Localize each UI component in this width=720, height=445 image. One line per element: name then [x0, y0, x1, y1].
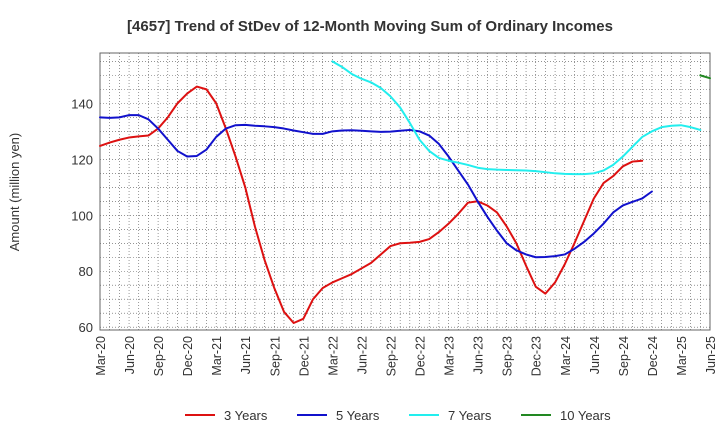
legend-label: 7 Years [448, 408, 492, 423]
x-tick-label: Jun-21 [239, 336, 253, 374]
y-tick-label: 140 [71, 96, 93, 111]
x-tick-label: Mar-25 [675, 336, 689, 376]
x-tick-label: Mar-23 [443, 336, 457, 376]
y-tick-label: 120 [71, 152, 93, 167]
x-tick-label: Sep-22 [384, 336, 398, 376]
x-tick-label: Jun-23 [472, 336, 486, 374]
plot-area-frame [99, 52, 711, 331]
legend-item: 10 Years [521, 408, 611, 423]
legend-label: 10 Years [560, 408, 611, 423]
x-tick-label: Jun-24 [588, 336, 602, 374]
y-axis-label: Amount (million yen) [7, 133, 22, 252]
x-tick-label: Dec-20 [181, 336, 195, 376]
x-tick-label: Dec-24 [646, 336, 660, 376]
y-tick-label: 80 [79, 264, 93, 279]
x-tick-label: Jun-22 [355, 336, 369, 374]
chart-title: [4657] Trend of StDev of 12-Month Moving… [127, 18, 613, 35]
x-tick-label: Mar-20 [94, 336, 108, 376]
legend: 3 Years 5 Years 7 Years 10 Years [185, 408, 611, 423]
series-line-7-years [331, 60, 702, 176]
x-tick-label: Mar-22 [326, 336, 340, 376]
legend-label: 3 Years [224, 408, 268, 423]
legend-item: 7 Years [409, 408, 492, 423]
x-tick-label: Dec-23 [530, 336, 544, 376]
x-tick-label: Sep-23 [501, 336, 515, 376]
grid [100, 53, 710, 330]
legend-item: 3 Years [185, 408, 268, 423]
y-tick-label: 60 [79, 320, 93, 335]
x-tick-label: Mar-21 [210, 336, 224, 376]
x-tick-label: Dec-22 [414, 336, 428, 376]
x-axis-ticks: Mar-20 Jun-20 Sep-20 Dec-20 Mar-21 Jun-21 Sep-… [94, 336, 718, 376]
x-tick-label: Sep-24 [617, 336, 631, 376]
x-tick-label: Dec-21 [297, 336, 311, 376]
x-tick-label: Mar-24 [559, 336, 573, 376]
x-tick-label: Jun-25 [704, 336, 718, 374]
legend-label: 5 Years [336, 408, 380, 423]
series-line-10-years [699, 74, 711, 80]
x-tick-label: Sep-21 [268, 336, 282, 376]
series-line-3-years [99, 85, 644, 325]
x-tick-label: Sep-20 [152, 336, 166, 376]
legend-item: 5 Years [297, 408, 380, 423]
series-lines [99, 60, 711, 325]
x-tick-label: Jun-20 [123, 336, 137, 374]
y-axis-ticks: 60 80 100 120 140 [71, 96, 93, 335]
y-tick-label: 100 [71, 208, 93, 223]
series-line-5-years [99, 114, 653, 259]
